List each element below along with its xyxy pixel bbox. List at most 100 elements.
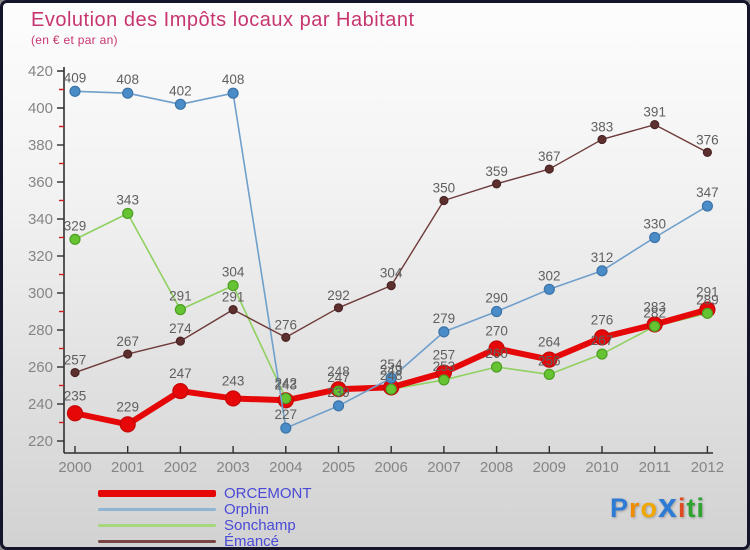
- data-point-Sonchamp: [385, 383, 397, 395]
- data-point-Sonchamp: [543, 368, 555, 380]
- x-tick-label: 2001: [111, 459, 144, 476]
- value-label-Émancé: 267: [116, 334, 139, 349]
- legend-swatch: [98, 489, 216, 497]
- value-label-Émancé: 359: [485, 164, 508, 179]
- data-point-Orphin: [174, 98, 186, 110]
- value-label-Émancé: 304: [380, 266, 403, 281]
- logo-letter: t: [686, 493, 697, 523]
- value-label-ORCEMONT: 243: [222, 373, 245, 388]
- legend-item-Orphin: Orphin: [98, 501, 312, 517]
- value-label-Sonchamp: 289: [696, 292, 719, 307]
- data-point-Émancé: [492, 179, 502, 189]
- legend-item-Sonchamp: Sonchamp: [98, 517, 312, 533]
- value-label-Sonchamp: 256: [538, 353, 561, 368]
- y-tick-label: 300: [28, 285, 53, 302]
- value-label-Orphin: 254: [380, 357, 403, 372]
- data-point-Émancé: [281, 332, 291, 342]
- logo-letter: i: [696, 493, 705, 523]
- x-tick-label: 2009: [533, 459, 566, 476]
- value-label-ORCEMONT: 235: [64, 388, 87, 403]
- value-label-Sonchamp: 243: [275, 377, 298, 392]
- x-tick-label: 2008: [480, 459, 513, 476]
- value-label-ORCEMONT: 257: [433, 348, 456, 363]
- data-point-Émancé: [228, 305, 238, 315]
- data-point-Orphin: [69, 85, 81, 97]
- y-tick-label: 420: [28, 63, 53, 80]
- x-tick-label: 2003: [216, 459, 249, 476]
- page-title: Evolution des Impôts locaux par Habitant: [31, 9, 415, 31]
- value-label-ORCEMONT: 291: [696, 285, 719, 300]
- data-point-Orphin: [332, 400, 345, 412]
- value-label-Émancé: 292: [327, 288, 350, 303]
- data-point-ORCEMONT: [541, 351, 558, 368]
- y-tick-label: 260: [28, 359, 53, 376]
- y-tick-label: 320: [28, 248, 53, 265]
- legend-label: Orphin: [224, 500, 270, 518]
- value-label-Orphin: 239: [327, 385, 350, 400]
- value-label-Orphin: 290: [485, 291, 508, 306]
- data-point-ORCEMONT: [225, 390, 242, 407]
- page-subtitle: (en € et par an): [31, 33, 118, 47]
- legend-item-ORCEMONT: ORCEMONT: [98, 485, 312, 501]
- line-chart: 220 240 260 280 300 320 340 360 380 400 420 2000 200…: [28, 63, 724, 476]
- data-point-Orphin: [227, 87, 239, 99]
- value-label-Sonchamp: 260: [485, 346, 508, 361]
- value-label-Sonchamp: 343: [116, 192, 139, 207]
- x-tick-label: 2011: [639, 459, 671, 476]
- data-point-ORCEMONT: [488, 340, 505, 357]
- value-label-Émancé: 376: [696, 132, 719, 147]
- data-point-Émancé: [175, 336, 185, 346]
- data-point-Sonchamp: [332, 385, 345, 397]
- data-point-Orphin: [543, 283, 555, 295]
- value-label-ORCEMONT: 248: [327, 364, 350, 379]
- x-tick-label: 2002: [164, 459, 197, 476]
- chart-legend: ORCEMONT Orphin Sonchamp Émancé: [98, 485, 312, 547]
- data-point-ORCEMONT: [119, 416, 136, 433]
- data-point-Sonchamp: [701, 307, 714, 319]
- value-label-ORCEMONT: 276: [591, 312, 614, 327]
- data-point-Émancé: [123, 349, 133, 359]
- x-tick-label: 2004: [269, 459, 302, 476]
- value-label-Orphin: 227: [275, 407, 298, 422]
- data-point-Sonchamp: [596, 348, 608, 360]
- data-point-Émancé: [650, 120, 660, 130]
- proxiti-logo: Proxiti: [610, 489, 705, 524]
- y-tick-label: 360: [28, 174, 53, 191]
- data-point-Sonchamp: [649, 320, 661, 332]
- value-label-Émancé: 350: [433, 181, 456, 196]
- legend-label: ORCEMONT: [224, 484, 312, 502]
- value-label-Orphin: 402: [169, 83, 192, 98]
- value-label-Sonchamp: 253: [433, 359, 456, 374]
- legend-label: Sonchamp: [224, 516, 296, 534]
- value-label-Émancé: 291: [222, 290, 245, 305]
- logo-letter: P: [610, 493, 630, 523]
- data-point-Émancé: [70, 367, 80, 378]
- data-point-Sonchamp: [438, 374, 450, 386]
- data-point-ORCEMONT: [593, 329, 611, 346]
- value-label-Orphin: 302: [538, 268, 561, 283]
- data-point-Émancé: [333, 303, 344, 313]
- y-tick-label: 380: [28, 137, 53, 154]
- legend-item-Émancé: Émancé: [98, 533, 312, 547]
- value-label-Sonchamp: 304: [222, 265, 245, 280]
- data-point-Orphin: [649, 231, 661, 244]
- data-point-Émancé: [702, 147, 713, 157]
- value-label-ORCEMONT: 247: [169, 366, 192, 381]
- data-point-ORCEMONT: [172, 382, 189, 400]
- value-label-Orphin: 347: [696, 185, 719, 200]
- value-label-ORCEMONT: 283: [643, 299, 666, 314]
- legend-swatch: [98, 539, 216, 543]
- value-label-Orphin: 312: [591, 250, 614, 265]
- value-label-Sonchamp: 248: [380, 368, 403, 383]
- logo-letter: o: [640, 493, 659, 523]
- data-point-Orphin: [596, 265, 608, 277]
- value-label-ORCEMONT: 264: [538, 335, 561, 350]
- x-tick-label: 2000: [58, 459, 91, 476]
- value-label-Orphin: 279: [433, 311, 456, 326]
- x-tick-label: 2012: [691, 459, 724, 476]
- value-label-Émancé: 274: [169, 321, 192, 336]
- value-label-ORCEMONT: 270: [485, 324, 508, 339]
- data-point-Émancé: [439, 195, 449, 206]
- value-label-Sonchamp: 291: [169, 289, 192, 304]
- data-point-Émancé: [386, 281, 396, 291]
